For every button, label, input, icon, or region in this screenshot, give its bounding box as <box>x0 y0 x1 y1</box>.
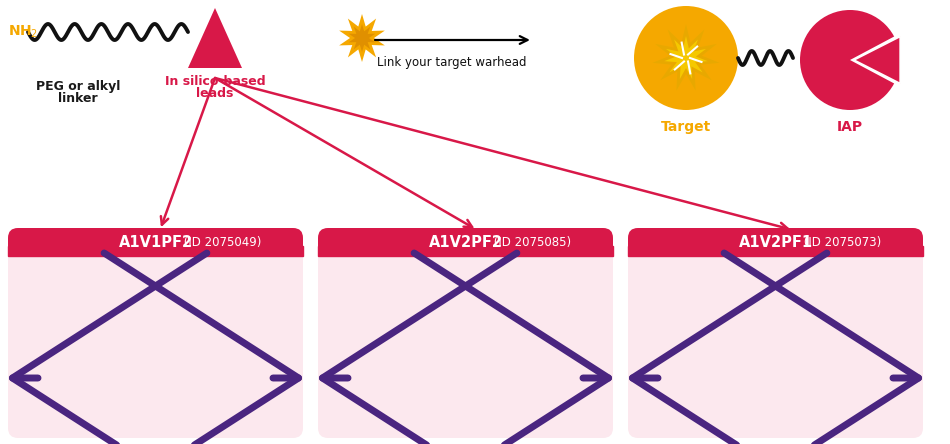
Text: IAP: IAP <box>837 120 863 134</box>
Text: A1V1PF2: A1V1PF2 <box>119 234 193 250</box>
Text: PEG or alkyl: PEG or alkyl <box>36 80 121 93</box>
FancyBboxPatch shape <box>8 228 303 438</box>
Text: NH$_2$: NH$_2$ <box>8 24 38 40</box>
Bar <box>673 261 878 433</box>
Text: A1V2PF1: A1V2PF1 <box>738 234 812 250</box>
FancyBboxPatch shape <box>8 228 303 256</box>
Polygon shape <box>188 8 242 68</box>
Bar <box>628 246 923 256</box>
FancyBboxPatch shape <box>318 228 613 438</box>
Text: (ID 2075073): (ID 2075073) <box>800 235 882 249</box>
Polygon shape <box>653 24 720 91</box>
Bar <box>363 261 568 433</box>
Text: Link your target warhead: Link your target warhead <box>377 56 526 69</box>
Polygon shape <box>854 36 901 83</box>
Text: leads: leads <box>197 87 234 100</box>
Circle shape <box>800 10 900 110</box>
Circle shape <box>634 6 738 110</box>
Polygon shape <box>339 14 385 62</box>
Polygon shape <box>664 36 708 79</box>
Text: (ID 2075049): (ID 2075049) <box>180 235 261 249</box>
FancyBboxPatch shape <box>318 228 613 256</box>
Text: In silico-based: In silico-based <box>164 75 265 88</box>
Text: linker: linker <box>58 92 98 105</box>
Wedge shape <box>850 36 902 84</box>
Text: (ID 2075085): (ID 2075085) <box>490 235 571 249</box>
Bar <box>8 246 303 256</box>
Bar <box>53 261 258 433</box>
Bar <box>318 246 613 256</box>
Polygon shape <box>349 24 375 52</box>
FancyBboxPatch shape <box>628 228 923 438</box>
Text: A1V2PF2: A1V2PF2 <box>428 234 503 250</box>
FancyBboxPatch shape <box>628 228 923 256</box>
Text: Target: Target <box>661 120 712 134</box>
